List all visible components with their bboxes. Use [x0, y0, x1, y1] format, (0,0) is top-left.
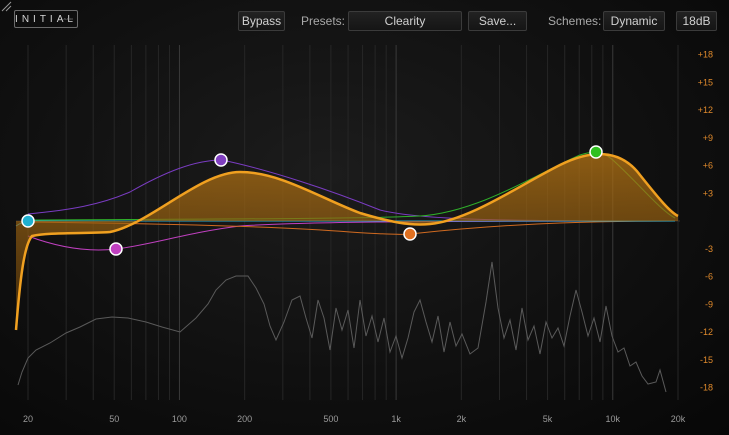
db-scale: +18 +15 +12 +9 +6 +3 -3 -6 -9 -12 -15 -18: [698, 50, 713, 393]
toolbar: INITIAL AUDIO Bypass Presets: Clearity S…: [0, 0, 729, 40]
db-label: -15: [700, 355, 713, 365]
freq-label: 5k: [543, 414, 553, 424]
db-label: +18: [698, 50, 713, 60]
preset-selector[interactable]: Clearity: [348, 11, 462, 31]
schemes-label: Schemes:: [548, 14, 602, 28]
range-selector[interactable]: 18dB: [676, 11, 717, 31]
band-1-node[interactable]: [21, 214, 35, 228]
bypass-button[interactable]: Bypass: [238, 11, 285, 31]
db-label: +3: [703, 188, 713, 198]
db-label: -12: [700, 327, 713, 337]
db-label: +9: [703, 133, 713, 143]
scheme-selector[interactable]: Dynamic: [603, 11, 665, 31]
db-label: -18: [700, 383, 713, 393]
freq-label: 200: [237, 414, 252, 424]
freq-label: 20k: [671, 414, 686, 424]
presets-label: Presets:: [301, 14, 346, 28]
eq-response-fill: [16, 154, 678, 330]
freq-label: 100: [172, 414, 187, 424]
freq-label: 10k: [606, 414, 621, 424]
resize-handle-icon[interactable]: [0, 0, 12, 12]
db-label: -9: [705, 299, 713, 309]
logo-text: INITIAL: [15, 14, 77, 25]
logo-subtext: AUDIO: [63, 17, 73, 21]
db-label: +15: [698, 77, 713, 87]
spectrum-analyzer: [17, 261, 667, 393]
band-5-node[interactable]: [589, 145, 603, 159]
band-2-node[interactable]: [109, 242, 123, 256]
band-3-node[interactable]: [214, 153, 228, 167]
db-label: -6: [705, 272, 713, 282]
logo: INITIAL AUDIO: [14, 10, 78, 28]
frequency-scale: 20 50 100 200 500 1k 2k 5k 10k 20k: [23, 414, 686, 424]
band-4-node[interactable]: [403, 227, 417, 241]
freq-label: 1k: [391, 414, 401, 424]
freq-label: 50: [109, 414, 119, 424]
db-label: +6: [703, 161, 713, 171]
freq-label: 500: [323, 414, 338, 424]
freq-label: 2k: [457, 414, 467, 424]
freq-label: 20: [23, 414, 33, 424]
db-label: +12: [698, 105, 713, 115]
save-button[interactable]: Save...: [468, 11, 527, 31]
db-label: -3: [705, 244, 713, 254]
